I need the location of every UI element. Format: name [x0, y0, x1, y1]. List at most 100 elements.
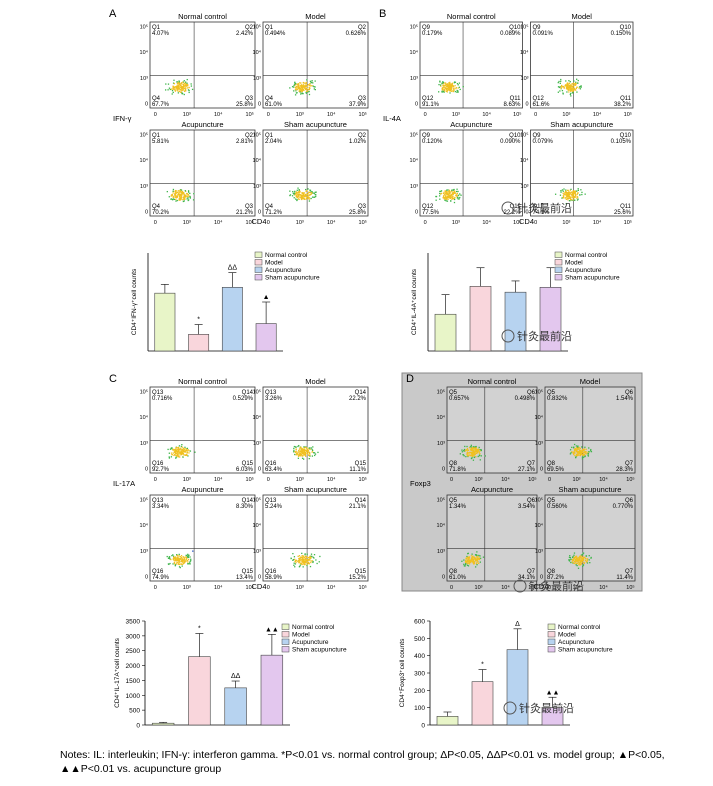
quadrant-value: 67.7%: [152, 102, 170, 108]
quadrant-value: 3.34%: [152, 504, 170, 510]
x-tick-label: 10⁵: [513, 219, 521, 226]
cell-dot: [445, 90, 448, 93]
cell-dot: [194, 451, 196, 453]
cell-dot: [584, 453, 586, 455]
quadrant-value: 28.3%: [616, 467, 634, 473]
cell-dot: [180, 560, 182, 563]
legend-model-swatch: [554, 259, 563, 266]
flow-subplot: Normal controlQ14.07%Q22.42%Q467.7%Q325.…: [140, 12, 256, 118]
cell-dot: [184, 197, 186, 200]
y-tick-label: 0: [442, 575, 445, 581]
cell-dots: [435, 188, 462, 204]
cell-dot: [478, 450, 480, 453]
y-tick-label: 10³: [253, 184, 261, 190]
figure-notes: Notes: IL: interleukin; IFN-γ: interfero…: [60, 748, 700, 776]
cell-dot: [289, 194, 291, 197]
plot-frame: [149, 129, 256, 217]
panel-letter: B: [379, 8, 386, 20]
cell-dot: [569, 453, 572, 455]
y-tick-label: 10³: [140, 76, 148, 82]
cell-dot: [445, 190, 447, 192]
cell-dot: [453, 89, 455, 91]
x-tick-label: 10⁴: [482, 219, 491, 226]
cell-dot: [573, 197, 575, 199]
cell-dot: [312, 192, 314, 194]
cell-dot: [304, 193, 307, 196]
cell-dot: [179, 555, 181, 558]
cell-dot: [576, 86, 578, 88]
subplot-title: Model: [305, 377, 326, 386]
quadrant-label: Q13: [265, 498, 277, 504]
significance-mark: ΔΔ: [231, 673, 241, 680]
cell-dot: [464, 445, 466, 448]
cell-dot: [577, 196, 579, 198]
cell-dot: [295, 85, 298, 88]
cell-dot: [570, 92, 572, 95]
cell-dot: [309, 198, 311, 200]
wechat-icon: [513, 579, 527, 593]
x-tick-label: 10⁵: [626, 584, 634, 591]
cell-dot: [580, 453, 583, 455]
cell-dot: [306, 560, 308, 562]
quadrant-label: Q7: [527, 461, 536, 467]
cell-dot: [176, 560, 178, 562]
cell-dot: [296, 83, 298, 85]
cell-dot: [479, 450, 481, 452]
cell-dot: [304, 554, 306, 556]
panel-letter: A: [109, 8, 117, 20]
cell-dot: [296, 199, 298, 201]
x-tick-label: 10³: [296, 585, 304, 591]
cell-dot: [449, 83, 451, 85]
quadrant-value: 38.2%: [614, 102, 632, 108]
cell-dot: [567, 87, 569, 90]
cell-dot: [568, 197, 570, 199]
cell-dot: [573, 193, 575, 195]
quadrant-label: Q7: [527, 569, 536, 575]
cell-dot: [580, 556, 582, 558]
cell-dot: [314, 80, 316, 82]
cell-dot: [473, 456, 476, 458]
cell-dot: [449, 191, 452, 193]
cell-dot: [300, 196, 302, 198]
cell-dot: [183, 200, 185, 202]
cell-dot: [474, 446, 476, 448]
cell-dot: [590, 556, 592, 559]
cell-dot: [565, 192, 567, 194]
cell-dot: [292, 190, 294, 193]
cell-dot: [445, 200, 447, 202]
y-tick-label: 600: [414, 619, 425, 626]
cell-dot: [176, 557, 178, 560]
cell-dot: [308, 559, 310, 561]
quadrant-value: 11.4%: [616, 575, 633, 581]
cell-dot: [181, 559, 183, 561]
cell-dot: [176, 554, 179, 557]
quadrant-label: Q2: [245, 25, 254, 31]
watermark: 针灸最前沿: [503, 701, 574, 715]
cell-dot: [188, 86, 190, 89]
quadrant-label: Q2: [358, 25, 367, 31]
cell-dot: [458, 198, 460, 200]
x-tick-label: 10⁴: [327, 584, 336, 591]
cell-dot: [448, 89, 450, 91]
cell-dot: [303, 192, 306, 194]
cell-dot: [184, 561, 186, 563]
y-tick-label: 0: [540, 575, 543, 581]
cell-dot: [454, 196, 456, 199]
cell-dot: [473, 454, 475, 457]
cell-dot: [459, 193, 461, 195]
cell-dot: [298, 191, 300, 194]
cell-dot: [466, 562, 469, 565]
cell-dot: [571, 191, 574, 193]
cell-dot: [581, 557, 583, 560]
cell-dot: [184, 89, 186, 91]
cell-dot: [309, 455, 311, 457]
y-tick-label: 3000: [126, 633, 141, 640]
cell-dot: [296, 196, 298, 199]
cell-dot: [569, 200, 571, 202]
cell-dot: [453, 192, 455, 194]
cell-dot: [310, 556, 312, 559]
x-tick-label: 10⁵: [624, 219, 632, 226]
cell-dot: [446, 193, 448, 195]
cell-dot: [299, 562, 302, 564]
